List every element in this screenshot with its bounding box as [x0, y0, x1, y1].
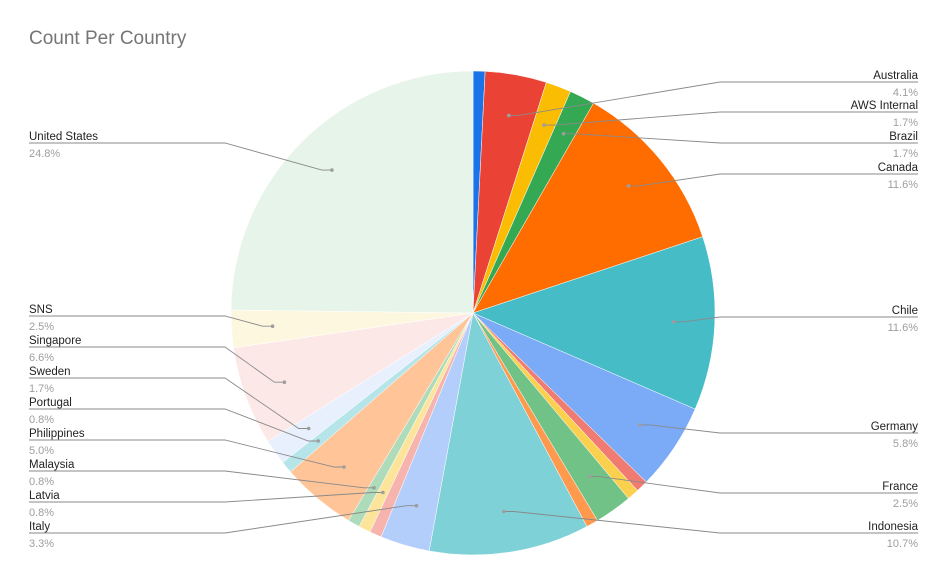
leader-line-singapore	[29, 346, 285, 383]
slice-percent-germany: 5.8%	[893, 438, 918, 450]
slice-label-chile: Chile	[892, 305, 918, 317]
leader-line-portugal	[29, 408, 319, 442]
leader-line-brazil	[563, 133, 918, 144]
slice-label-brazil: Brazil	[889, 131, 918, 143]
slice-percent-australia: 4.1%	[893, 87, 918, 99]
leader-dot-malaysia	[372, 486, 376, 490]
leader-line-italy	[29, 505, 417, 534]
leader-dot-aws-internal	[542, 123, 546, 127]
leader-dot-indonesia	[502, 509, 506, 514]
slice-label-sweden: Sweden	[29, 366, 71, 378]
slice-percent-malaysia: 0.8%	[29, 476, 54, 488]
slice-label-italy: Italy	[29, 521, 50, 533]
leader-dot-australia	[507, 113, 511, 118]
slice-percent-canada: 11.6%	[888, 179, 919, 191]
slice-label-latvia: Latvia	[29, 490, 60, 502]
pie-slice-indonesia[interactable]	[428, 312, 588, 556]
leader-dot-sweden	[306, 426, 311, 431]
leader-line-australia	[508, 81, 918, 116]
slice-label-united-states: United States	[29, 131, 98, 143]
leader-line-chile	[673, 316, 918, 323]
slice-percent-philippines: 5.0%	[29, 445, 54, 457]
leader-dot-chile	[671, 320, 676, 324]
slice-label-singapore: Singapore	[29, 335, 81, 347]
leader-dot-united-states	[330, 168, 334, 172]
slice-percent-indonesia: 10.7%	[887, 538, 918, 550]
slice-percent-latvia: 0.8%	[29, 507, 54, 519]
leader-dot-philippines	[342, 465, 346, 469]
slice-label-sns: SNS	[29, 304, 53, 316]
pie-slices	[230, 70, 716, 556]
pie-labels: Australia 4.1%AWS Internal 1.7% Brazil 1.7% C…	[29, 70, 919, 550]
chart-title: Count Per Country	[29, 28, 187, 49]
pie-slice-chile[interactable]	[472, 236, 716, 410]
slice-label-france: France	[882, 481, 918, 493]
slice-percent-singapore: 6.6%	[29, 352, 54, 364]
leader-line-sweden	[29, 377, 309, 429]
leader-dot-france	[587, 474, 592, 479]
leader-line-france	[589, 476, 918, 494]
leader-dot-portugal	[316, 439, 321, 443]
leader-line-united-states	[29, 142, 332, 171]
slice-label-aws-internal: AWS Internal	[851, 100, 918, 112]
slice-label-germany: Germany	[871, 421, 919, 433]
leader-line-indonesia	[503, 511, 918, 534]
leader-line-sns	[29, 315, 273, 327]
pie-slice-united-states[interactable]	[230, 70, 474, 314]
slice-label-indonesia: Indonesia	[868, 521, 918, 533]
leader-dot-sns	[270, 324, 275, 329]
slice-percent-united-states: 24.8%	[29, 148, 60, 160]
slice-percent-sweden: 1.7%	[29, 383, 54, 395]
slice-label-philippines: Philippines	[29, 428, 85, 440]
leader-line-aws-internal	[544, 111, 918, 126]
leader-line-canada	[628, 173, 918, 187]
slice-percent-brazil: 1.7%	[893, 148, 918, 160]
slice-label-portugal: Portugal	[29, 397, 72, 409]
leader-line-germany	[639, 424, 918, 434]
leader-dot-singapore	[282, 380, 287, 385]
pie-slice-canada[interactable]	[472, 102, 703, 314]
slice-percent-france: 2.5%	[893, 498, 918, 510]
slice-label-malaysia: Malaysia	[29, 459, 75, 471]
slice-percent-aws-internal: 1.7%	[893, 117, 918, 129]
leader-dot-canada	[626, 184, 631, 188]
slice-percent-portugal: 0.8%	[29, 414, 54, 426]
leader-line-latvia	[29, 492, 383, 503]
leader-dot-latvia	[381, 490, 385, 495]
slice-percent-italy: 3.3%	[29, 538, 54, 550]
leader-line-malaysia	[29, 470, 374, 489]
slice-percent-sns: 2.5%	[29, 321, 54, 333]
leader-dot-germany	[638, 423, 642, 427]
leader-dot-brazil	[561, 131, 566, 136]
slice-percent-chile: 11.6%	[888, 322, 919, 334]
leader-line-philippines	[29, 439, 344, 468]
slice-label-canada: Canada	[878, 162, 919, 174]
slice-label-australia: Australia	[873, 70, 918, 82]
leader-dot-italy	[414, 503, 419, 508]
